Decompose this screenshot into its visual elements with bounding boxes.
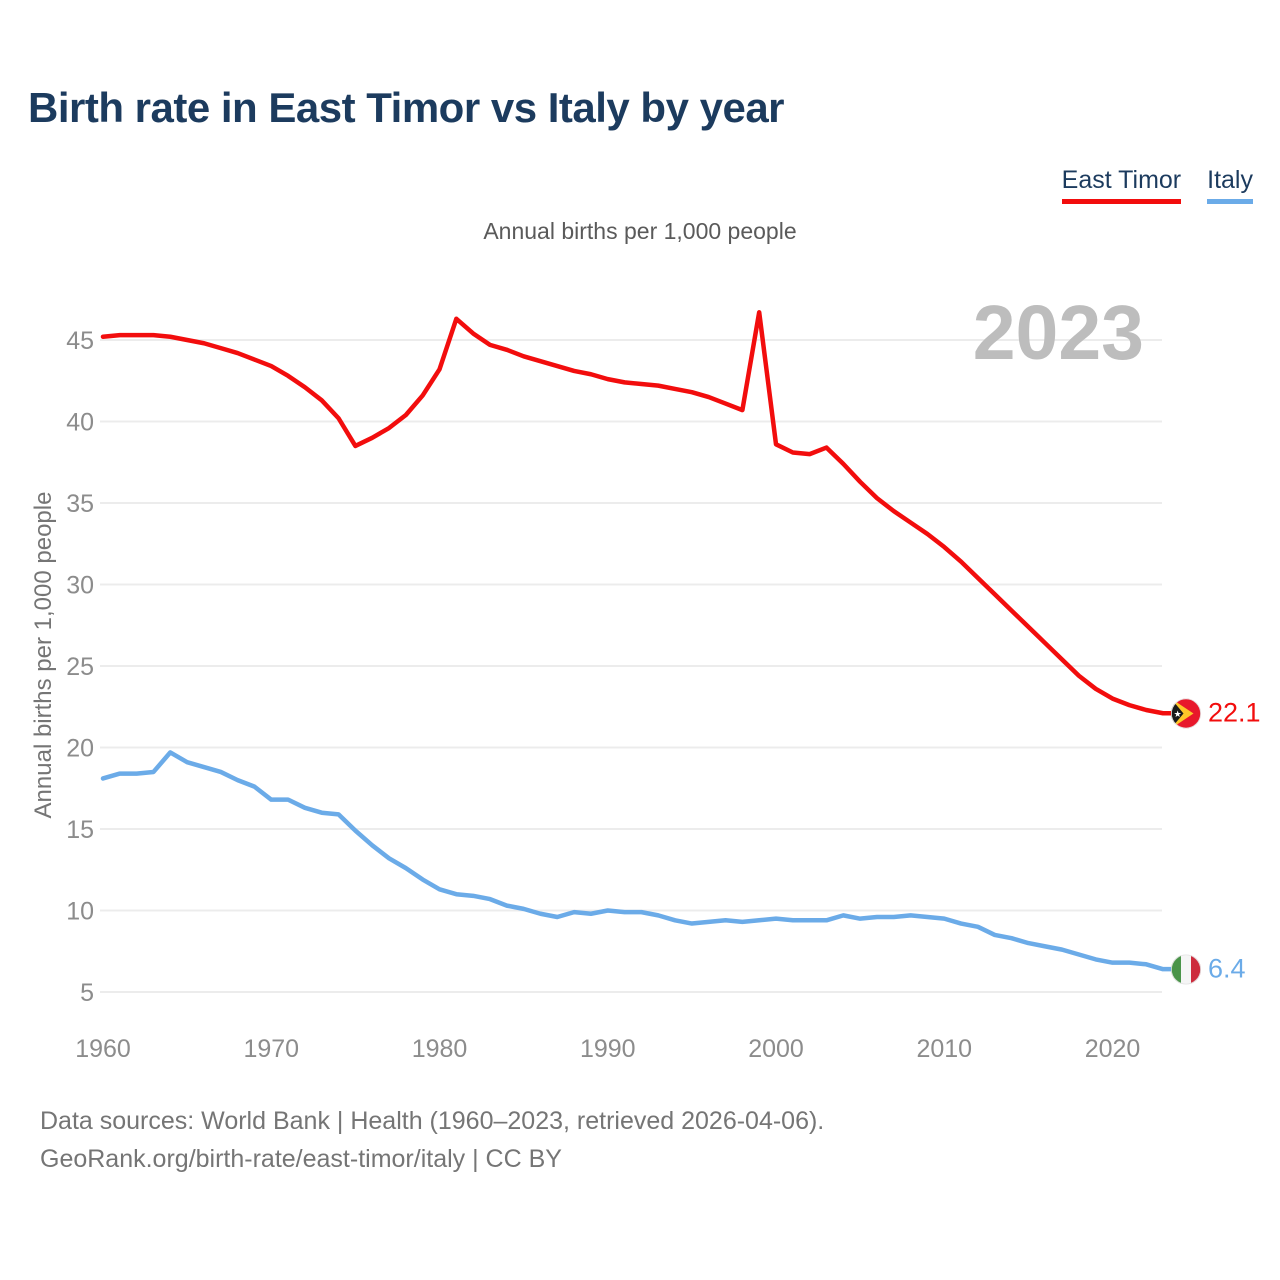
year-watermark: 2023 [972,290,1144,376]
legend: East Timor Italy [1061,166,1253,204]
y-tick-label: 10 [66,898,94,926]
footer-url-line: GeoRank.org/birth-rate/east-timor/italy … [40,1145,562,1173]
y-tick-label: 30 [66,572,94,600]
svg-text:★: ★ [1174,709,1182,719]
x-tick-label: 2000 [748,1035,804,1063]
legend-item-italy[interactable]: Italy [1207,166,1253,204]
y-tick-label: 40 [66,409,94,437]
chart-subtitle: Annual births per 1,000 people [483,218,797,244]
y-tick-label: 45 [66,327,94,355]
end-value-italy: 6.4 [1208,953,1246,984]
y-tick-label: 15 [66,816,94,844]
x-tick-label: 1960 [75,1035,131,1063]
footer: Data sources: World Bank | Health (1960–… [40,1102,824,1178]
y-tick-label: 25 [66,653,94,681]
italy-flag-icon [1170,954,1202,985]
end-value-east-timor: 22.1 [1208,697,1261,728]
series-line-italy [100,750,1174,972]
footer-source-line: Data sources: World Bank | Health (1960–… [40,1107,825,1135]
x-tick-label: 2020 [1085,1035,1141,1063]
y-tick-label: 20 [66,735,94,763]
series-end-label-italy: 6.4 [1170,953,1246,985]
series-line-east-timor [100,310,1174,716]
series-end-label-east-timor: ★ 22.1 [1170,697,1261,729]
x-tick-label: 2010 [916,1035,972,1063]
y-tick-label: 35 [66,490,94,518]
legend-item-east-timor[interactable]: East Timor [1061,166,1182,204]
x-tick-label: 1990 [580,1035,636,1063]
x-tick-label: 1980 [412,1035,468,1063]
x-tick-label: 1970 [243,1035,299,1063]
east-timor-flag-icon: ★ [1170,698,1202,729]
y-tick-label: 5 [80,979,94,1007]
page-title: Birth rate in East Timor vs Italy by yea… [28,84,785,131]
